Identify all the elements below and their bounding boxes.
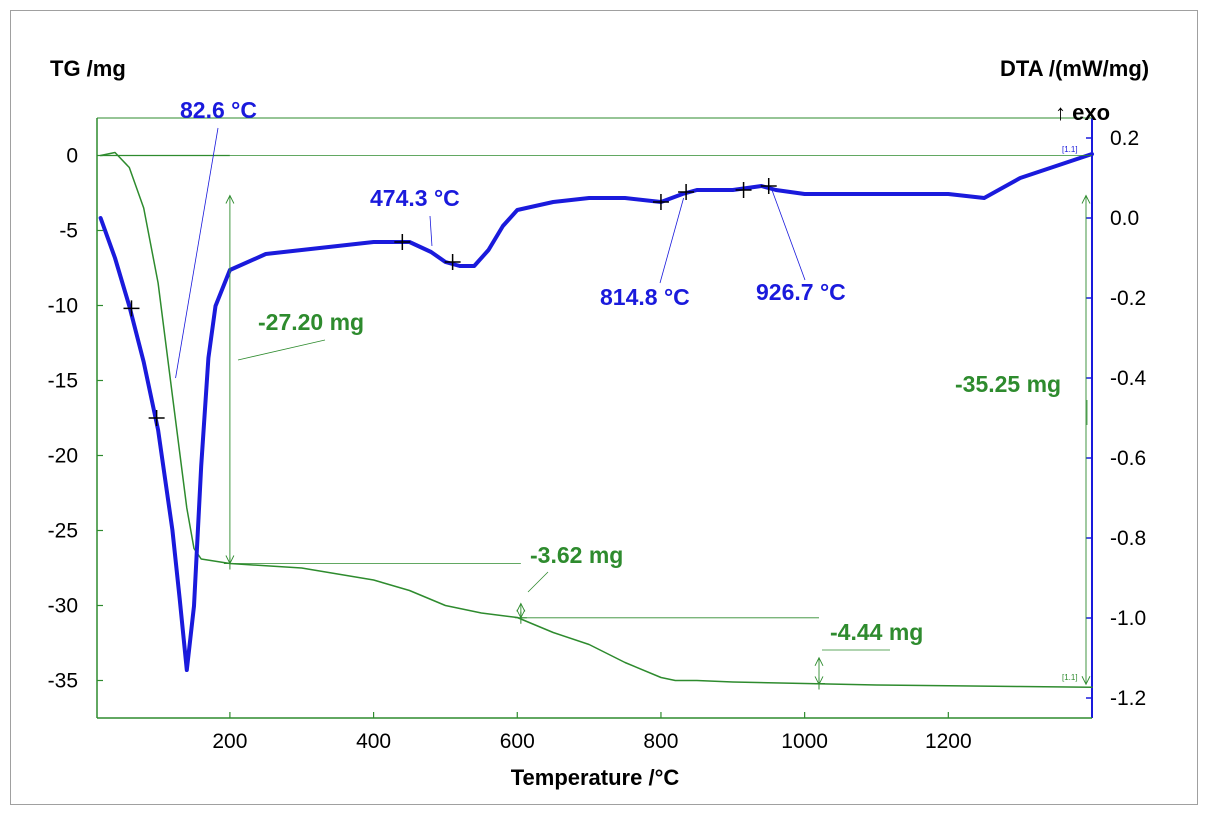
x-tick-label: 800	[643, 730, 678, 753]
y-right-tick-label: 0.0	[1110, 207, 1139, 230]
dta-marker	[123, 300, 140, 317]
y-left-tick-label: -15	[48, 370, 78, 393]
y-left-tick-label: -10	[48, 295, 78, 318]
mass-step-arrow-down	[1081, 676, 1091, 686]
y-right-tick-label: -0.4	[1110, 367, 1147, 390]
right-axis-title: DTA /(mW/mg)	[1000, 56, 1149, 81]
dta-marker	[444, 254, 461, 270]
dta-marker	[652, 194, 669, 210]
mass-step-label: -35.25 mg	[955, 371, 1061, 397]
x-tick-label: 400	[356, 730, 391, 753]
dta-marker	[394, 234, 411, 250]
x-tick-label: 1200	[925, 730, 972, 753]
dta-marker	[148, 410, 165, 426]
mass-step-leader	[237, 339, 326, 361]
dta-peak-label: 474.3 °C	[370, 185, 460, 211]
dta-marker	[735, 182, 752, 198]
dta-peak-label: 926.7 °C	[756, 279, 846, 305]
x-tick-label: 1000	[781, 730, 828, 753]
dta-peak-leader	[429, 215, 433, 247]
y-right-tick-label: -1.2	[1110, 687, 1146, 710]
y-left-tick-label: -25	[48, 520, 78, 543]
annotations: 82.6 °C 474.3 °C 814.8 °C 926.7 °C -27.20 mg…	[175, 97, 1091, 690]
mass-step-label: -27.20 mg	[258, 309, 364, 335]
y-left-tick-label: -35	[48, 670, 78, 693]
dta-peak-label: 814.8 °C	[600, 284, 690, 310]
axes	[96, 117, 1093, 719]
dta-marker	[760, 178, 777, 194]
mass-step-arrow-up	[225, 194, 235, 204]
mass-step-label: -4.44 mg	[830, 619, 923, 645]
tg-step-marker	[514, 611, 527, 624]
x-tick-label: 600	[500, 730, 535, 753]
ticks: 200 400 600 800 1000 1200 0 -5 -10 -15 -20 -25 -30 -3…	[48, 127, 1147, 753]
chart-frame	[10, 10, 1198, 805]
y-left-tick-label: -30	[48, 595, 78, 618]
dta-marker	[678, 184, 695, 200]
mass-step-arrow-up	[516, 602, 526, 612]
dta-peak-leader	[175, 127, 219, 379]
y-right-tick-label: -1.0	[1110, 607, 1146, 630]
x-axis-title: Temperature /°C	[511, 765, 680, 790]
tg-step-marker	[223, 557, 236, 570]
tg-curve	[99, 151, 1093, 689]
mass-step-leader	[527, 571, 549, 593]
y-right-tick-label: -0.6	[1110, 447, 1146, 470]
y-right-tick-label: -0.2	[1110, 287, 1146, 310]
x-tick-label: 200	[212, 730, 247, 753]
mass-step-arrow-up	[814, 656, 824, 667]
dta-peak-leader	[659, 197, 684, 284]
y-left-tick-label: 0	[66, 145, 78, 168]
y-right-tick-label: -0.8	[1110, 527, 1146, 550]
mass-step-arrow-up	[1081, 194, 1091, 204]
series	[98, 151, 1094, 689]
dta-corner-mark: [1.1]	[1062, 145, 1078, 154]
left-axis-title: TG /mg	[50, 56, 126, 81]
mass-step-label: -3.62 mg	[530, 542, 623, 568]
tg-corner-mark: [1.1]	[1062, 673, 1078, 682]
dta-peak-label: 82.6 °C	[180, 97, 257, 123]
y-left-tick-label: -20	[48, 445, 78, 468]
dta-curve	[98, 152, 1094, 672]
exo-indicator: ↑ exo	[1055, 100, 1110, 125]
dta-peak-leader	[771, 189, 806, 281]
tg-step-marker	[813, 677, 826, 690]
y-left-tick-label: -5	[59, 220, 78, 243]
y-right-tick-label: 0.2	[1110, 127, 1139, 150]
